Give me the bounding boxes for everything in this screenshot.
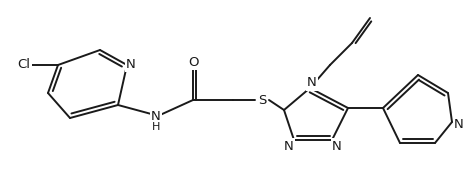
Text: N: N (284, 140, 293, 152)
Text: Cl: Cl (18, 58, 30, 71)
Text: O: O (188, 55, 199, 69)
Text: H: H (151, 122, 160, 132)
Text: N: N (307, 76, 316, 89)
Text: N: N (151, 111, 160, 123)
Text: S: S (257, 93, 266, 107)
Text: N: N (331, 140, 341, 152)
Text: N: N (453, 118, 463, 132)
Text: N: N (126, 57, 136, 71)
